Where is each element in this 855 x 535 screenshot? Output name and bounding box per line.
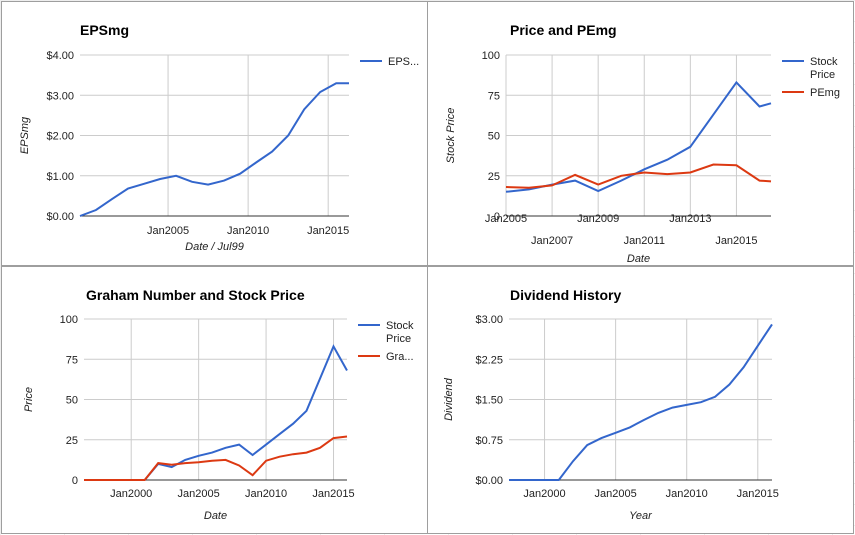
- eps-chart: EPSmg Jan2005 Jan2010 Jan2015 $0.00 $1.00 $2.0…: [19, 22, 419, 253]
- x-axis-title: Year: [629, 510, 653, 522]
- y-tick-label: $0.75: [475, 435, 503, 447]
- y-tick-label: $0.00: [475, 475, 503, 487]
- legend-label: Stock Price: [810, 56, 838, 81]
- series-line: [505, 163, 772, 189]
- x-axis-title: Date / Jul99: [185, 241, 244, 253]
- x-tick-label: Jan2015: [307, 225, 349, 237]
- y-tick-label: 25: [488, 171, 500, 183]
- x-tick-label: Jan2015: [737, 488, 779, 500]
- x-tick-label: Jan2009: [577, 213, 619, 225]
- x-tick-label: Jan2000: [523, 488, 565, 500]
- eps-chart-panel: EPSmg Jan2005 Jan2010 Jan2015 $0.00 $1.00 $2.0…: [1, 1, 428, 266]
- dividend-chart: Dividend History Jan2000 Jan2005 Jan2010 Jan…: [443, 287, 779, 522]
- legend-label: PEmg: [810, 87, 840, 99]
- y-tick-label: 50: [66, 395, 78, 407]
- y-tick-label: $1.50: [475, 395, 503, 407]
- x-tick-label: Jan2010: [666, 488, 708, 500]
- y-tick-label: 0: [72, 475, 78, 487]
- x-tick-label: Jan2005: [485, 213, 527, 225]
- y-axis-title: Stock Price: [445, 108, 457, 164]
- x-tick-label: Jan2000: [110, 488, 152, 500]
- y-tick-label: $2.25: [475, 354, 503, 366]
- chart-title: Dividend History: [510, 287, 621, 303]
- y-axis-title: EPSmg: [19, 116, 31, 154]
- y-tick-label: 0: [494, 211, 500, 223]
- y-tick-label: 75: [488, 90, 500, 102]
- price-pe-chart-panel: Price and PEmg Jan2005 Jan2007 Jan2009 Jan20…: [427, 1, 854, 266]
- series-line: [84, 435, 348, 481]
- x-axis-title: Date: [204, 510, 227, 522]
- x-tick-label: Jan2005: [595, 488, 637, 500]
- x-tick-label: Jan2015: [715, 235, 757, 247]
- graham-chart: Graham Number and Stock Price Jan2000 Jan2…: [23, 287, 414, 522]
- graham-chart-panel: Graham Number and Stock Price Jan2000 Jan2…: [1, 266, 428, 534]
- y-axis-title: Price: [23, 387, 35, 412]
- y-tick-label: $3.00: [46, 90, 74, 102]
- legend-label: Stock Price: [386, 320, 414, 345]
- y-tick-label: 100: [60, 314, 78, 326]
- y-tick-label: 100: [482, 50, 500, 62]
- y-tick-label: $3.00: [475, 314, 503, 326]
- series-line: [84, 344, 348, 481]
- y-axis-title: Dividend: [443, 377, 455, 421]
- x-tick-label: Jan2007: [531, 235, 573, 247]
- x-tick-label: Jan2015: [312, 488, 354, 500]
- x-axis-title: Date: [627, 253, 650, 265]
- x-tick-label: Jan2013: [669, 213, 711, 225]
- y-tick-label: $0.00: [46, 211, 74, 223]
- x-tick-label: Jan2005: [178, 488, 220, 500]
- y-tick-label: 75: [66, 354, 78, 366]
- x-tick-label: Jan2010: [227, 225, 269, 237]
- x-tick-label: Jan2011: [624, 235, 665, 247]
- x-tick-label: Jan2010: [245, 488, 287, 500]
- y-tick-label: $2.00: [46, 131, 74, 143]
- chart-title: Price and PEmg: [510, 22, 617, 38]
- y-tick-label: $4.00: [46, 50, 74, 62]
- chart-title: Graham Number and Stock Price: [86, 287, 305, 303]
- price-pe-chart: Price and PEmg Jan2005 Jan2007 Jan2009 Jan20…: [445, 22, 840, 265]
- series-line: [509, 323, 773, 481]
- series-line: [79, 82, 349, 217]
- y-tick-label: 25: [66, 435, 78, 447]
- y-tick-label: $1.00: [46, 171, 74, 183]
- legend-label: EPS...: [388, 56, 419, 68]
- y-tick-label: 50: [488, 131, 500, 143]
- x-tick-label: Jan2005: [147, 225, 189, 237]
- legend-label: Gra...: [386, 351, 414, 363]
- chart-title: EPSmg: [80, 22, 129, 38]
- dividend-chart-panel: Dividend History Jan2000 Jan2005 Jan2010 Jan…: [427, 266, 854, 534]
